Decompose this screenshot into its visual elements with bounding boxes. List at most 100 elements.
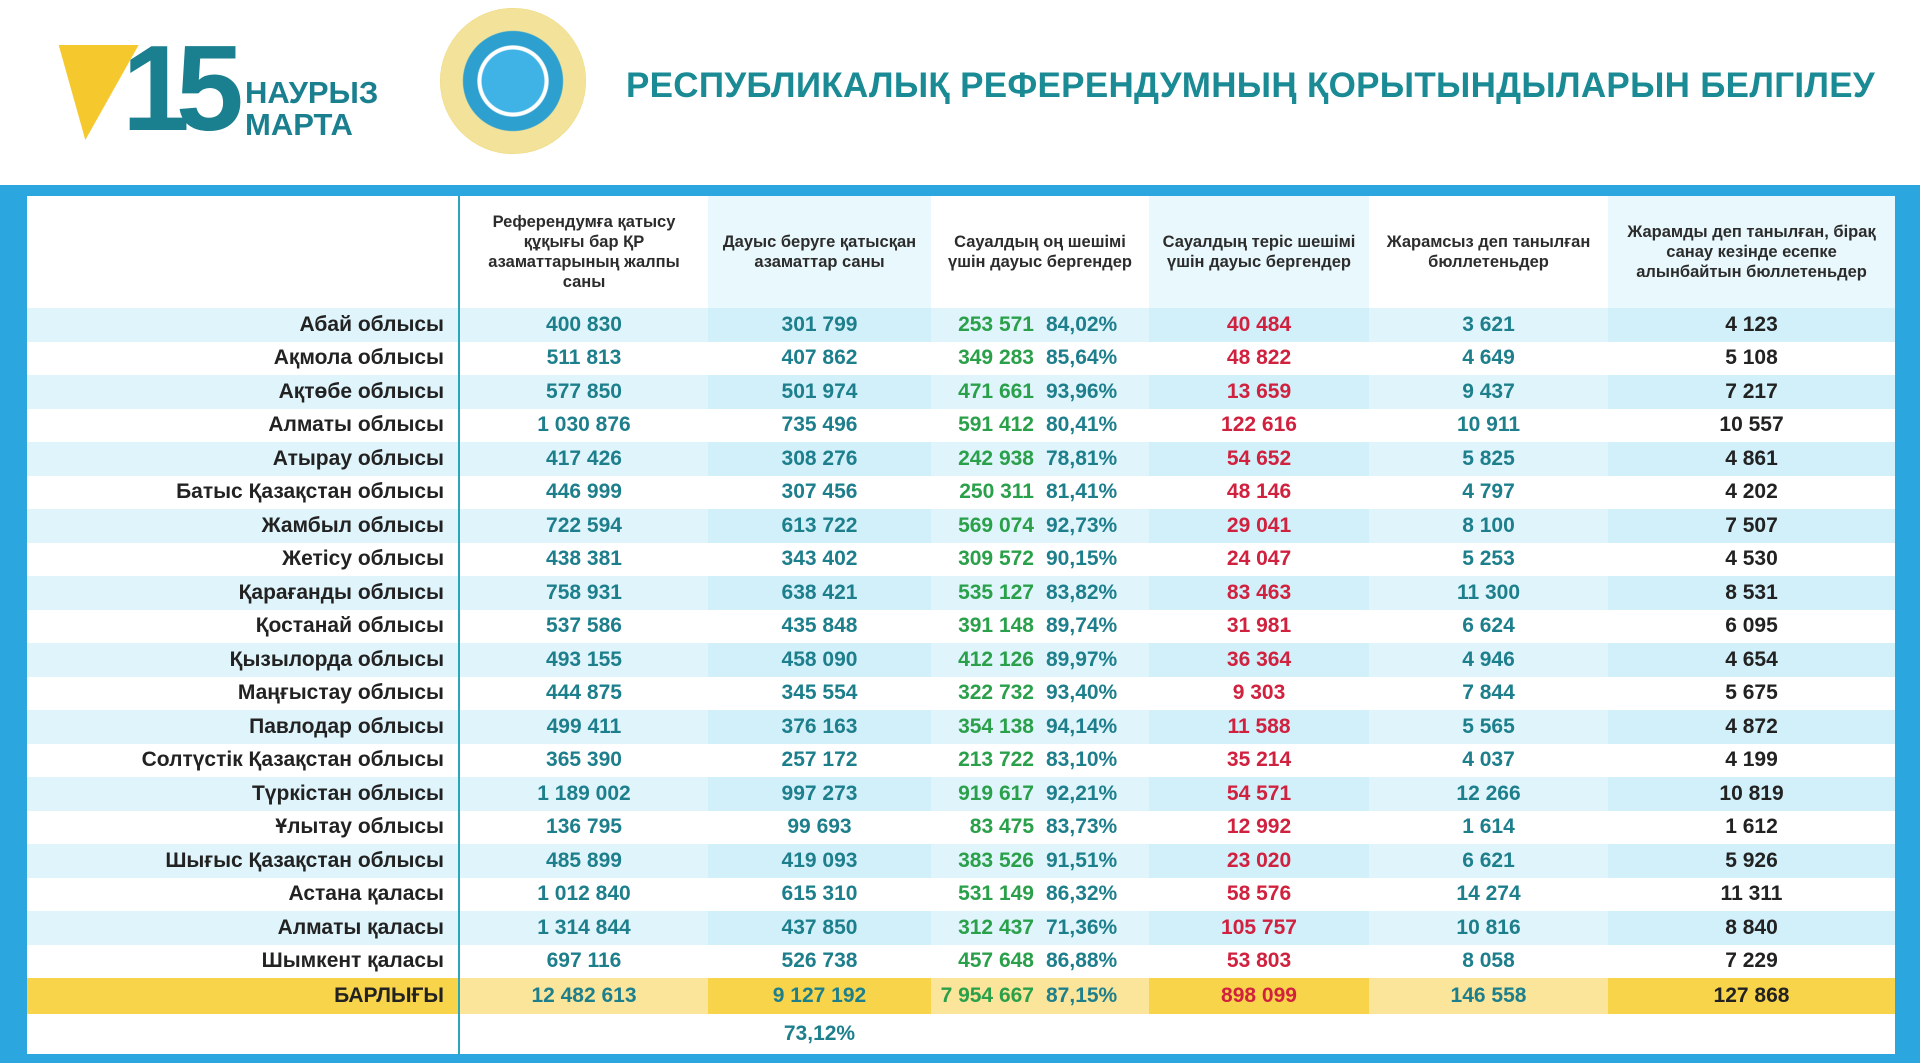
no-cell: 54 571	[1149, 777, 1370, 811]
logo-number: 15	[122, 20, 244, 156]
invalid-cell: 146 558	[1369, 978, 1609, 1014]
uncounted-cell: 4 861	[1608, 442, 1896, 476]
eligible-cell: 365 390	[546, 748, 622, 772]
eligible-cell: 12 482 613	[459, 978, 708, 1014]
region-cell: БАРЛЫҒЫ	[27, 978, 460, 1014]
referendum-logo: 15 НАУРЫЗ МАРТА	[45, 27, 390, 150]
invalid-cell: 14 274	[1456, 882, 1521, 906]
invalid-cell: 1 614	[1462, 815, 1515, 839]
eligible-cell: 577 850	[459, 375, 708, 409]
uncounted-cell: 4 654	[1608, 643, 1896, 677]
voted-cell: 435 848	[781, 614, 858, 638]
uncounted-cell: 6 095	[1725, 614, 1778, 638]
region-cell: Астана қаласы	[27, 877, 460, 911]
table-row: Алматы қаласы 1 314 844 437 850 312 437 71,3…	[27, 911, 1896, 945]
eligible-cell: 485 899	[459, 844, 708, 878]
voted-cell: 343 402	[781, 547, 858, 571]
uncounted-cell: 4 872	[1608, 710, 1896, 744]
yes-cell: 349 283	[958, 346, 1034, 370]
table-row: Жамбыл облысы 722 594 613 722 569 074 92,73%…	[27, 509, 1896, 543]
table-row: Қызылорда облысы 493 155 458 090 412 126 89,…	[27, 643, 1896, 677]
yes-pct-cell: 85,64%	[1046, 346, 1118, 370]
yes-pct-cell: 92,73%	[1040, 509, 1150, 543]
yes-pct-cell: 83,10%	[1046, 748, 1118, 772]
region-cell: Жетісу облысы	[27, 542, 460, 576]
yes-cell: 83 475	[969, 815, 1034, 839]
eligible-cell: 1 189 002	[459, 777, 708, 811]
region-cell: Ақтөбе облысы	[27, 375, 460, 409]
eligible-cell: 446 999	[546, 480, 622, 504]
table-row: Ақтөбе облысы 577 850 501 974 471 661 93,96%…	[27, 375, 1896, 409]
no-cell: 48 146	[1226, 480, 1292, 504]
region-cell: Қостанай облысы	[27, 609, 460, 643]
uncounted-cell: 8 840	[1608, 911, 1896, 945]
eligible-cell: 438 381	[546, 547, 622, 571]
header-no: Сауалдың теріс шешімі үшін дауыс бергенд…	[1149, 196, 1370, 308]
yes-pct-cell: 78,81%	[1040, 442, 1150, 476]
eligible-cell: 1 314 844	[459, 911, 708, 945]
eligible-cell: 1 030 876	[537, 413, 631, 437]
yes-cell: 7 954 667	[931, 978, 1040, 1014]
no-cell: 9 303	[1232, 681, 1286, 705]
uncounted-cell: 4 199	[1725, 748, 1778, 772]
invalid-cell: 5 253	[1462, 547, 1515, 571]
voted-cell: 345 554	[781, 681, 858, 705]
voted-cell: 307 456	[781, 480, 858, 504]
uncounted-cell: 5 926	[1608, 844, 1896, 878]
voted-cell: 9 127 192	[708, 978, 931, 1014]
empty-cell	[27, 1014, 460, 1054]
eligible-cell: 511 813	[546, 346, 622, 370]
uncounted-cell: 7 217	[1608, 375, 1896, 409]
invalid-cell: 10 816	[1369, 911, 1609, 945]
yes-cell: 242 938	[931, 442, 1040, 476]
region-cell: Қарағанды облысы	[27, 576, 460, 610]
uncounted-cell: 5 108	[1725, 346, 1778, 370]
yes-cell: 253 571	[931, 308, 1040, 342]
table-row: Шымкент қаласы 697 116 526 738 457 648 86,88…	[27, 944, 1895, 978]
yes-pct-cell: 91,51%	[1040, 844, 1150, 878]
region-cell: Алматы облысы	[27, 408, 460, 442]
uncounted-cell: 7 229	[1725, 949, 1778, 973]
uncounted-cell: 1 612	[1725, 815, 1778, 839]
uncounted-cell: 10 557	[1719, 413, 1784, 437]
yes-cell: 213 722	[958, 748, 1034, 772]
voted-cell: 99 693	[787, 815, 852, 839]
yes-pct-cell: 90,15%	[1046, 547, 1118, 571]
voted-cell: 257 172	[781, 748, 858, 772]
region-cell: Шығыс Қазақстан облысы	[27, 844, 460, 878]
no-cell: 35 214	[1226, 748, 1292, 772]
results-table: Референдумға қатысу құқығы бар ҚР азамат…	[27, 196, 1896, 1054]
voted-cell: 526 738	[781, 949, 858, 973]
yes-pct-cell: 89,97%	[1040, 643, 1150, 677]
region-cell: Атырау облысы	[27, 442, 460, 476]
yes-pct-cell: 94,14%	[1040, 710, 1150, 744]
invalid-cell: 4 946	[1369, 643, 1609, 677]
yes-cell: 412 126	[931, 643, 1040, 677]
eligible-cell: 400 830	[459, 308, 708, 342]
eligible-cell: 537 586	[546, 614, 622, 638]
logo-line2: МАРТА	[245, 107, 353, 142]
region-cell: Түркістан облысы	[27, 777, 460, 811]
invalid-cell: 8 100	[1369, 509, 1609, 543]
yes-cell: 457 648	[958, 949, 1034, 973]
uncounted-cell: 10 819	[1608, 777, 1896, 811]
voted-cell: 419 093	[708, 844, 931, 878]
invalid-cell: 3 621	[1369, 308, 1609, 342]
table-row: Қостанай облысы 537 586 435 848 391 148 89,7…	[27, 609, 1895, 643]
yes-cell: 535 127	[931, 576, 1040, 610]
region-cell: Павлодар облысы	[27, 710, 460, 744]
yes-cell: 322 732	[958, 681, 1034, 705]
table-row: Маңғыстау облысы 444 875 345 554 322 732 93,…	[27, 676, 1895, 710]
yes-pct-cell: 93,40%	[1046, 681, 1118, 705]
eligible-cell: 722 594	[459, 509, 708, 543]
uncounted-cell: 127 868	[1608, 978, 1896, 1014]
table-row: Батыс Қазақстан облысы 446 999 307 456 250 …	[27, 475, 1895, 509]
voted-cell: 997 273	[708, 777, 931, 811]
table-row: Атырау облысы 417 426 308 276 242 938 78,81%…	[27, 442, 1896, 476]
no-cell: 122 616	[1221, 413, 1297, 437]
table-row: Павлодар облысы 499 411 376 163 354 138 94,1…	[27, 710, 1896, 744]
voted-cell: 301 799	[708, 308, 931, 342]
yes-cell: 383 526	[931, 844, 1040, 878]
region-cell: Ұлытау облысы	[27, 810, 460, 844]
uncounted-cell: 4 123	[1608, 308, 1896, 342]
